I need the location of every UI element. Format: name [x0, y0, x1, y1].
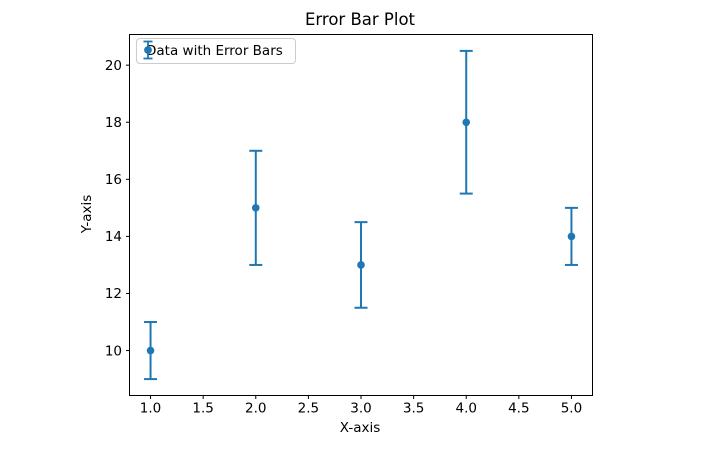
data-point-marker: [462, 118, 471, 127]
x-axis-label: X-axis: [339, 420, 381, 436]
y-tick-label: 14: [105, 229, 122, 245]
x-tick-label: 3.0: [350, 401, 371, 417]
x-tick-label: 2.5: [298, 401, 319, 417]
x-tick-label: 4.5: [508, 401, 529, 417]
x-tick-label: 3.5: [403, 401, 424, 417]
data-point-marker: [251, 204, 260, 212]
x-tick-label: 2.0: [245, 401, 266, 417]
legend-label: Data with Error Bars: [146, 43, 283, 59]
y-tick-label: 12: [105, 286, 122, 302]
x-tick-label: 1.5: [192, 401, 213, 417]
data-point-marker: [567, 232, 576, 241]
legend: Data with Error Bars: [136, 38, 296, 64]
y-tick-label: 10: [105, 343, 122, 359]
y-tick-label: 16: [105, 172, 122, 188]
y-tick-label: 20: [105, 58, 122, 74]
data-point-marker: [357, 261, 365, 269]
data-point-marker: [146, 346, 155, 355]
y-axis-label: Y-axis: [79, 194, 95, 234]
errorbar-legend-icon: [143, 40, 153, 60]
x-tick-label: 4.0: [455, 401, 476, 417]
chart-title: Error Bar Plot: [304, 10, 416, 29]
y-tick-label: 18: [105, 115, 122, 131]
x-tick-label: 1.0: [140, 401, 161, 417]
axes-frame: [129, 34, 593, 396]
x-tick-label: 5.0: [561, 401, 582, 417]
